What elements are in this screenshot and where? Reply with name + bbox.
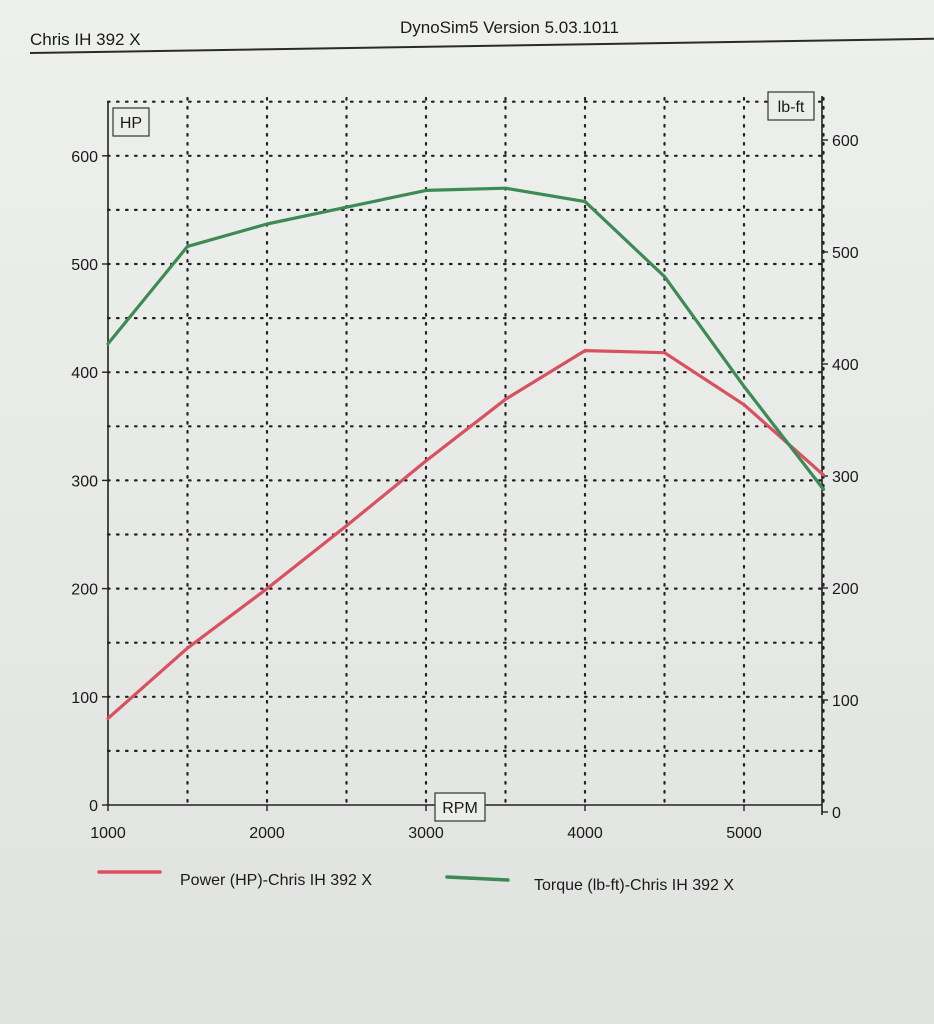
- tick-labels: 0 100 200 300 400 500 600 0 100 200 300 400 500 600 10…: [71, 133, 859, 842]
- legend-torque-swatch: [445, 875, 510, 882]
- left-tick-label: 500: [71, 257, 98, 274]
- right-tick-label: 100: [832, 693, 859, 710]
- right-tick-label: 400: [832, 357, 859, 374]
- plot-frame: [107, 96, 823, 815]
- x-axis-label: RPM: [442, 800, 478, 817]
- left-tick-label: 200: [71, 582, 98, 599]
- x-tick-label: 3000: [408, 825, 444, 842]
- left-tick-label: 100: [71, 690, 98, 707]
- legend: Power (HP)-Chris IH 392 X Torque (lb-ft)-…: [97, 870, 734, 894]
- legend-torque-label: Torque (lb-ft)-Chris IH 392 X: [534, 877, 734, 894]
- right-axis-label: lb-ft: [778, 99, 805, 116]
- x-axis-label-box: [434, 792, 486, 822]
- right-tick-label: 200: [832, 581, 859, 598]
- left-tick-label: 300: [71, 473, 98, 490]
- left-axis-label: HP: [120, 115, 142, 132]
- grid-lines: [106, 96, 825, 807]
- legend-power-label: Power (HP)-Chris IH 392 X: [180, 872, 372, 889]
- left-tick-label: 600: [71, 149, 98, 166]
- x-tick-label: 1000: [90, 825, 126, 842]
- x-tick-label: 5000: [726, 825, 762, 842]
- right-axis-label-box: [767, 91, 815, 121]
- left-axis-label-box: [112, 107, 150, 137]
- right-tick-label: 300: [832, 469, 859, 486]
- left-tick-label: 0: [89, 798, 98, 815]
- software-version: DynoSim5 Version 5.03.1011: [400, 18, 619, 37]
- right-tick-label: 600: [832, 133, 859, 150]
- torque-series-line: [106, 186, 826, 491]
- x-tick-label: 4000: [567, 825, 603, 842]
- report-header: Chris IH 392 X DynoSim5 Version 5.03.101…: [0, 0, 934, 60]
- x-tick-label: 2000: [249, 825, 285, 842]
- unit-boxes: HP lb-ft RPM: [112, 91, 815, 822]
- right-tick-label: 500: [832, 245, 859, 262]
- right-tick-label: 0: [832, 805, 841, 822]
- left-tick-label: 400: [71, 365, 98, 382]
- engine-title: Chris IH 392 X: [30, 30, 141, 49]
- power-series-line: [106, 349, 826, 721]
- series-lines: [106, 186, 826, 721]
